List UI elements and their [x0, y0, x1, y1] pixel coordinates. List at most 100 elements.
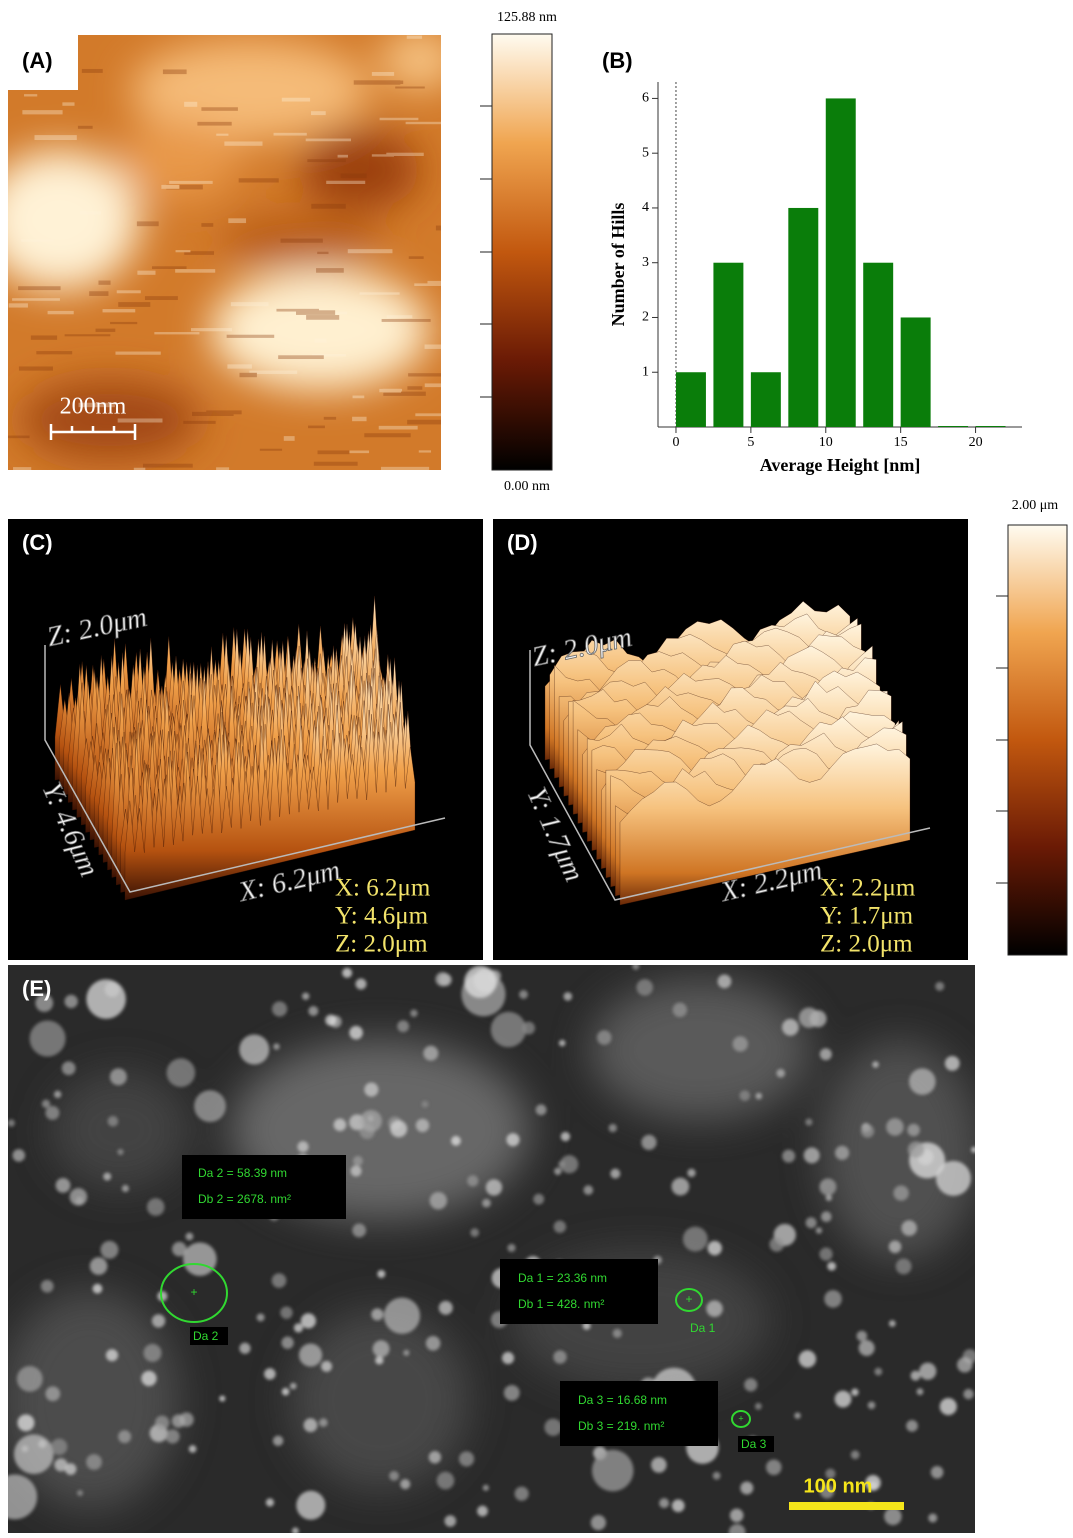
sem-image [0, 963, 980, 1533]
particle [908, 1141, 925, 1158]
particle [805, 1118, 812, 1125]
particle [597, 1030, 612, 1045]
particle [118, 1430, 131, 1443]
particle [483, 1485, 489, 1491]
particle [17, 1366, 43, 1392]
particle [971, 1147, 977, 1153]
particle [886, 1118, 904, 1136]
particle [183, 1242, 217, 1276]
particle [477, 1506, 488, 1517]
particle [30, 1021, 66, 1057]
particle [506, 1133, 519, 1146]
texture [415, 413, 463, 416]
particle [536, 1104, 547, 1115]
texture [306, 139, 351, 142]
particle [56, 1178, 71, 1193]
particle [334, 1119, 347, 1132]
particle [554, 1220, 566, 1232]
particle [851, 1450, 860, 1459]
texture [78, 126, 93, 129]
particle [108, 1116, 119, 1127]
particle [349, 1026, 363, 1040]
particle [342, 968, 352, 978]
texture [409, 256, 424, 259]
scale-bar-label: 200nm [60, 394, 127, 420]
particle [909, 1068, 936, 1095]
bar [713, 263, 743, 427]
particle [910, 1371, 920, 1381]
particle [919, 1363, 936, 1380]
texture [356, 81, 403, 85]
particle [439, 973, 452, 986]
particle [502, 1352, 514, 1364]
texture [152, 266, 187, 269]
particle [219, 1395, 225, 1401]
particle [273, 1043, 279, 1049]
particle [364, 1082, 378, 1096]
particle [93, 1284, 103, 1294]
dimension: Y: 4.6μm [335, 903, 429, 930]
y-tick-label: 6 [642, 91, 649, 106]
particle [584, 1185, 594, 1195]
texture [154, 332, 199, 334]
particle [835, 1146, 849, 1160]
colorbar [1008, 525, 1067, 955]
texture [216, 467, 229, 470]
texture [80, 211, 101, 214]
particle [54, 1458, 67, 1471]
texture [353, 396, 365, 399]
particle [14, 1434, 54, 1474]
texture [260, 449, 282, 451]
particle [302, 993, 309, 1000]
texture [82, 69, 103, 73]
particle [147, 1198, 165, 1216]
x-tick-label: 5 [747, 435, 754, 450]
particle [776, 1069, 785, 1078]
measure-da: Da 3 = 16.68 nm [578, 1393, 667, 1407]
colorbar-max: 125.88 nm [497, 10, 557, 25]
scale-bar [789, 1502, 904, 1510]
particle [75, 1197, 83, 1205]
particle [430, 1192, 447, 1209]
texture [414, 283, 449, 286]
particle [519, 990, 528, 999]
particle [610, 1169, 620, 1179]
texture [201, 223, 213, 227]
texture [324, 417, 336, 420]
measure-box [182, 1155, 346, 1219]
particle [804, 1147, 820, 1163]
particle [740, 1481, 753, 1494]
particle [482, 1199, 491, 1208]
particle [106, 1349, 118, 1361]
particle [821, 1181, 829, 1189]
texture [281, 239, 323, 243]
particle [821, 1211, 832, 1222]
particle [826, 1195, 832, 1201]
particle [423, 1046, 438, 1061]
texture [360, 292, 400, 294]
particle [282, 1388, 290, 1396]
texture [175, 269, 215, 273]
particle [400, 1479, 410, 1489]
particle [816, 1227, 822, 1233]
particle [77, 1490, 83, 1496]
particle [744, 1378, 757, 1391]
marker-label: Da 3 [741, 1437, 767, 1451]
particle [861, 1125, 874, 1138]
texture [284, 436, 295, 441]
measure-db: Db 3 = 219. nm² [578, 1419, 664, 1433]
particle [651, 1457, 667, 1473]
texture [372, 154, 394, 156]
texture [65, 334, 111, 336]
y-tick-label: 4 [642, 200, 649, 215]
particle [141, 1371, 156, 1386]
particle [189, 1445, 197, 1453]
texture [364, 433, 410, 437]
panel-label: (E) [22, 976, 51, 1001]
particle [321, 1361, 332, 1372]
texture [407, 386, 422, 390]
x-tick-label: 20 [969, 435, 983, 450]
particle [62, 1061, 76, 1075]
particle [554, 1168, 561, 1175]
texture [201, 107, 238, 111]
